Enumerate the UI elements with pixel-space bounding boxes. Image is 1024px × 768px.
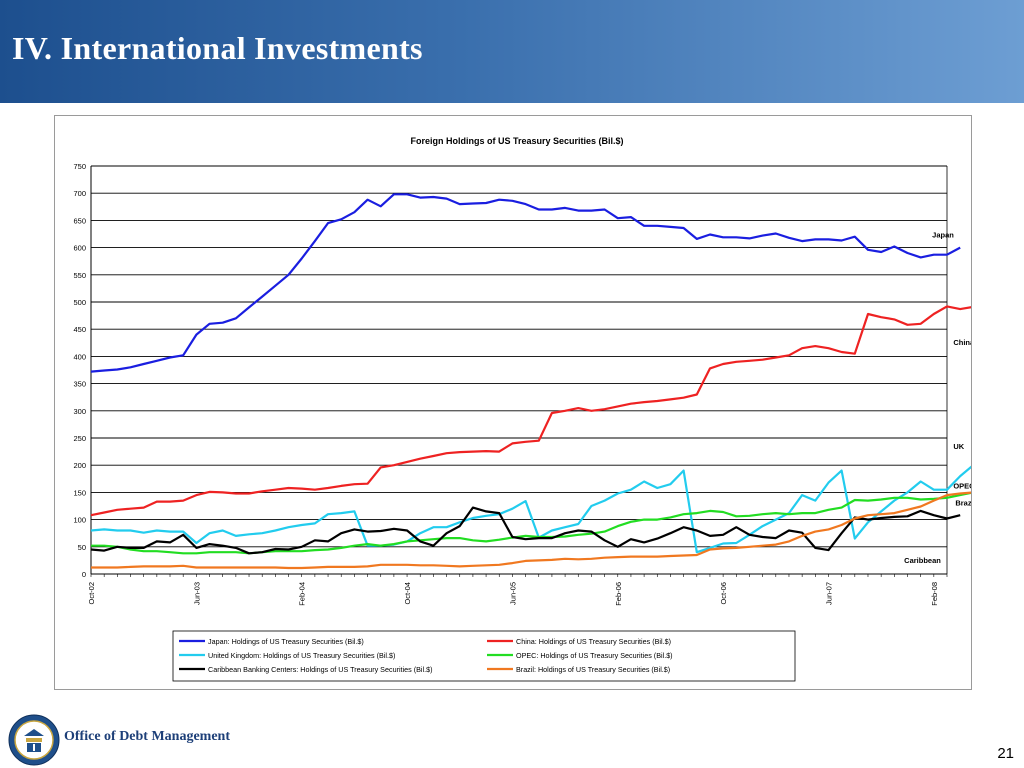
legend-label-china: China: Holdings of US Treasury Securitie… xyxy=(516,637,671,646)
series-lines xyxy=(90,193,971,570)
y-tick-label: 50 xyxy=(78,543,86,552)
y-tick-label: 100 xyxy=(73,516,86,525)
series-line-china xyxy=(90,305,971,517)
line-chart: Foreign Holdings of US Treasury Securiti… xyxy=(73,136,971,682)
y-tick-label: 750 xyxy=(73,162,86,171)
chart-title: Foreign Holdings of US Treasury Securiti… xyxy=(410,136,623,146)
series-label-brazil: Brazil xyxy=(955,498,971,507)
series-line-brazil xyxy=(91,491,971,570)
x-tick-label: Feb-06 xyxy=(614,582,623,606)
series-label-caribbean: Caribbean xyxy=(904,556,941,565)
legend-label-japan: Japan: Holdings of US Treasury Securitie… xyxy=(208,637,364,646)
series-line-uk xyxy=(90,465,971,554)
series-line-caribbean xyxy=(90,506,961,555)
legend: Japan: Holdings of US Treasury Securitie… xyxy=(172,630,796,682)
footer-office-name: Office of Debt Management xyxy=(64,729,231,744)
x-axis: Oct-02 Jun-03 Feb-04 Oct-04 Jun-05 Feb-06 Oct-… xyxy=(87,574,948,606)
y-tick-label: 350 xyxy=(73,380,86,389)
y-tick-label: 650 xyxy=(73,216,86,225)
y-tick-label: 400 xyxy=(73,352,86,361)
y-axis: 0 50 100 150 200 250 300 350 400 450 500 550 600 650 7… xyxy=(73,162,948,579)
y-tick-label: 450 xyxy=(73,325,86,334)
legend-label-caribbean: Caribbean Banking Centers: Holdings of U… xyxy=(208,665,433,674)
y-tick-label: 300 xyxy=(73,407,86,416)
x-tick-label: Oct-06 xyxy=(719,582,728,605)
legend-label-uk: United Kingdom: Holdings of US Treasury … xyxy=(208,651,395,660)
series-label-japan: Japan xyxy=(932,231,954,240)
slide-title: IV. International Investments xyxy=(12,30,423,66)
x-tick-label: Oct-02 xyxy=(87,582,96,605)
series-label-uk: UK xyxy=(953,442,964,451)
x-tick-label: Jun-07 xyxy=(824,582,833,605)
y-tick-label: 600 xyxy=(73,244,86,253)
gridlines xyxy=(91,165,947,575)
legend-label-opec: OPEC: Holdings of US Treasury Securities… xyxy=(516,651,673,660)
series-end-labels: Japan China UK OPEC Caribbean Brazil xyxy=(904,231,971,566)
legend-box xyxy=(172,630,796,682)
treasury-seal-icon xyxy=(8,714,60,766)
y-tick-label: 200 xyxy=(73,461,86,470)
x-tick-label: Jun-05 xyxy=(508,582,517,605)
y-tick-label: 700 xyxy=(73,189,86,198)
y-tick-label: 0 xyxy=(82,570,86,579)
title-banner: IV. International Investments xyxy=(0,0,1024,103)
y-tick-label: 500 xyxy=(73,298,86,307)
x-tick-label: Feb-04 xyxy=(298,582,307,606)
series-line-opec xyxy=(91,491,971,555)
y-tick-label: 550 xyxy=(73,271,86,280)
series-line-japan xyxy=(90,193,961,373)
page-number: 21 xyxy=(997,745,1014,762)
x-tick-label: Jun-03 xyxy=(192,582,201,605)
x-tick-label: Oct-04 xyxy=(403,582,412,605)
x-tick-label: Feb-08 xyxy=(930,582,939,606)
chart-frame: Foreign Holdings of US Treasury Securiti… xyxy=(54,115,972,690)
series-label-china: China xyxy=(953,338,971,347)
y-tick-label: 250 xyxy=(73,434,86,443)
legend-label-brazil: Brazil: Holdings of US Treasury Securiti… xyxy=(516,665,670,674)
series-label-opec: OPEC xyxy=(953,481,971,490)
y-tick-label: 150 xyxy=(73,488,86,497)
